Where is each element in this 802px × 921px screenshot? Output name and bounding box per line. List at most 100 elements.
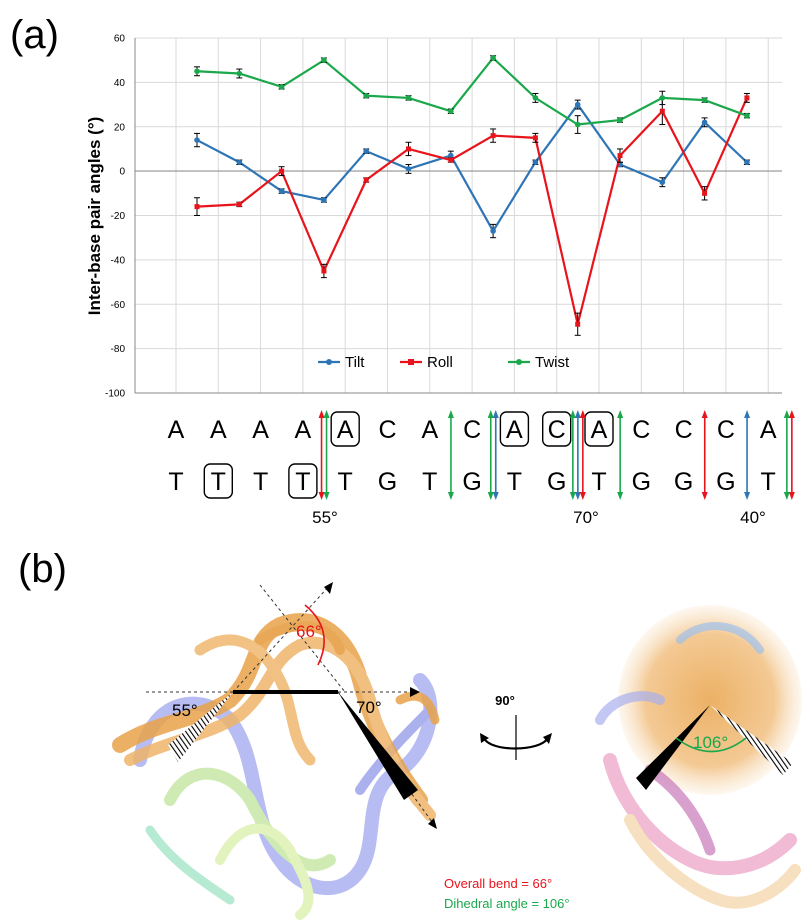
step-marker-arrow	[569, 410, 576, 500]
data-point	[701, 97, 708, 103]
bottom-strand-base: T	[295, 468, 310, 496]
step-marker-arrow	[318, 410, 325, 500]
dihedral-arc	[675, 737, 747, 753]
helix-axis-diagonal-left	[259, 584, 346, 693]
y-tick-labels: -100 -80 -60 -40 -20 0 20 40 60	[105, 34, 125, 400]
data-point	[532, 159, 539, 166]
y-tick-label: 0	[119, 167, 125, 178]
data-point	[659, 179, 666, 186]
boxed-base-outline	[330, 411, 360, 447]
data-point	[194, 137, 200, 143]
data-point	[532, 95, 539, 101]
series-line-roll	[196, 97, 748, 325]
right-view-solid-wedge	[636, 705, 710, 790]
legend-label: Roll	[427, 354, 453, 371]
data-point	[278, 188, 285, 194]
left-wedge-hatched	[168, 692, 233, 762]
boxed-base-outline	[203, 463, 234, 499]
top-strand-base: A	[252, 416, 269, 444]
rotation-label: 90°	[495, 693, 515, 708]
right-angle-label: 70°	[356, 698, 382, 717]
step-marker-arrow	[323, 410, 330, 500]
bottom-strand-base: G	[547, 468, 566, 496]
y-tick-label: 40	[114, 78, 126, 89]
data-point	[321, 197, 327, 203]
data-point	[574, 121, 581, 128]
left-angle-label: 55°	[172, 701, 198, 720]
bottom-strand-base: T	[211, 468, 226, 496]
series-roll	[194, 92, 750, 336]
dna-sequence: A A A A A C A C A C A C C C AT T T T T G T G T G T G G G T55° 70° 40°	[168, 410, 795, 527]
data-point	[659, 108, 665, 114]
boxed-base-outline	[542, 411, 572, 447]
data-point	[363, 148, 370, 154]
series-line-tilt	[196, 102, 748, 234]
top-strand-base: A	[295, 416, 312, 444]
top-strand-base: C	[632, 416, 650, 444]
step-marker-arrow	[744, 410, 751, 500]
bottom-strand-base: T	[338, 468, 353, 496]
top-strand-base: A	[506, 416, 523, 444]
y-tick-label: -20	[111, 211, 126, 222]
data-point	[490, 228, 496, 234]
step-marker-arrow	[617, 410, 624, 500]
overall-bend-note: Overall bend = 66°	[444, 876, 552, 891]
boxed-base-outline	[288, 463, 318, 499]
data-point	[194, 204, 200, 210]
data-point	[744, 112, 750, 119]
step-marker-arrow	[492, 410, 499, 500]
data-point	[575, 321, 581, 327]
data-point	[490, 55, 496, 61]
data-point	[448, 157, 454, 163]
step-marker-arrow	[788, 410, 795, 500]
data-point	[194, 68, 200, 75]
protein-dna-structure-side: 106°	[595, 605, 802, 909]
data-point	[448, 108, 454, 115]
chart-grid	[135, 37, 782, 394]
data-point	[490, 133, 496, 139]
step-marker-arrow	[579, 410, 586, 500]
data-point	[405, 166, 412, 172]
y-tick-label: -60	[111, 300, 126, 311]
data-point	[279, 168, 285, 174]
chart-legend: Tilt Roll Twist	[318, 354, 570, 371]
step-marker-arrow	[701, 410, 708, 500]
data-point	[405, 95, 412, 101]
y-tick-label: 20	[114, 122, 126, 133]
legend-marker	[408, 359, 414, 365]
bottom-strand-base: G	[632, 468, 651, 496]
data-point	[236, 159, 243, 166]
data-point	[744, 159, 750, 166]
right-view-hatched-wedge	[710, 705, 793, 775]
top-strand-base: A	[337, 416, 354, 444]
legend-marker	[326, 359, 332, 365]
y-tick-label: -100	[105, 389, 125, 400]
data-point	[617, 117, 623, 123]
bottom-strand-base: G	[462, 468, 481, 496]
bottom-strand-base: G	[716, 468, 735, 496]
step-marker-arrow	[783, 410, 790, 500]
data-point	[532, 135, 538, 141]
legend-marker	[516, 359, 522, 365]
chart-series	[194, 55, 750, 336]
step-marker-arrow	[574, 410, 581, 500]
top-strand-base: C	[378, 416, 396, 444]
data-point	[659, 95, 666, 101]
y-tick-label: 60	[114, 34, 126, 45]
data-point	[321, 268, 327, 274]
data-point	[701, 119, 708, 126]
top-strand-base: C	[548, 416, 566, 444]
series-twist	[194, 55, 750, 134]
bottom-strand-base: T	[761, 468, 776, 496]
top-strand-base: A	[168, 416, 185, 444]
panel-label-b: (b)	[18, 547, 67, 591]
bottom-strand-base: T	[253, 468, 268, 496]
boxed-base-outline	[584, 411, 614, 447]
top-strand-base: A	[210, 416, 227, 444]
bend-arc	[304, 604, 325, 666]
data-point	[574, 101, 581, 108]
step-angle-label: 40°	[740, 508, 766, 527]
data-point	[363, 92, 370, 99]
panel-label-a: (a)	[10, 13, 59, 57]
top-strand-base: C	[717, 416, 735, 444]
